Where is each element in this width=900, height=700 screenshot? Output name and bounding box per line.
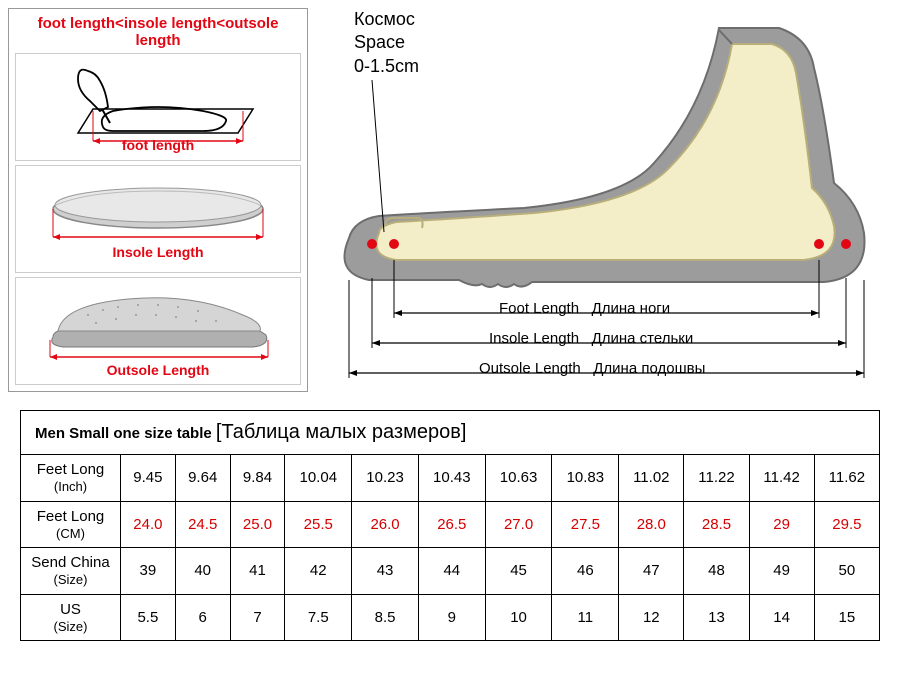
table-row: Feet Long(CM)24.024.525.025.526.026.527.… — [21, 501, 880, 548]
size-cell: 10.83 — [552, 455, 619, 502]
foot-length-panel: foot length — [15, 53, 301, 161]
insole-length-dim: Insole Length Длина стельки — [489, 330, 693, 347]
size-cell: 14 — [749, 594, 814, 641]
size-cell: 13 — [684, 594, 749, 641]
size-cell: 10.43 — [418, 455, 485, 502]
row-header: Send China(Size) — [21, 548, 121, 595]
insole-length-label: Insole Length — [113, 244, 204, 260]
size-cell: 43 — [352, 548, 419, 595]
space-ru: Космос — [354, 8, 419, 31]
size-cell: 45 — [485, 548, 552, 595]
table-row: Feet Long(Inch)9.459.649.8410.0410.2310.… — [21, 455, 880, 502]
size-cell: 46 — [552, 548, 619, 595]
size-cell: 39 — [121, 548, 176, 595]
table-title-main: Men Small one size table — [35, 425, 212, 442]
space-val: 0-1.5cm — [354, 55, 419, 78]
size-cell: 8.5 — [352, 594, 419, 641]
table-row: Send China(Size)394041424344454647484950 — [21, 548, 880, 595]
size-cell: 11.42 — [749, 455, 814, 502]
size-cell: 25.0 — [230, 501, 285, 548]
size-cell: 10.23 — [352, 455, 419, 502]
table-title-row: Men Small one size table [Таблица малых … — [21, 411, 880, 455]
foot-length-dim: Foot Length Длина ноги — [499, 300, 670, 317]
size-cell: 10.04 — [285, 455, 352, 502]
size-cell: 9.45 — [121, 455, 176, 502]
size-cell: 50 — [814, 548, 879, 595]
size-cell: 28.5 — [684, 501, 749, 548]
size-cell: 48 — [684, 548, 749, 595]
row-header: Feet Long(CM) — [21, 501, 121, 548]
size-cell: 28.0 — [619, 501, 684, 548]
size-cell: 5.5 — [121, 594, 176, 641]
size-cell: 6 — [175, 594, 230, 641]
size-cell: 9.64 — [175, 455, 230, 502]
size-cell: 9.84 — [230, 455, 285, 502]
row-header: Feet Long(Inch) — [21, 455, 121, 502]
size-table: Men Small one size table [Таблица малых … — [20, 410, 880, 641]
row-header: US(Size) — [21, 594, 121, 641]
size-cell: 29.5 — [814, 501, 879, 548]
size-cell: 10.63 — [485, 455, 552, 502]
top-section: foot length<insole length<outsole length… — [0, 0, 900, 400]
outsole-length-dim: Outsole Length Длина подошвы — [479, 360, 705, 377]
size-cell: 7 — [230, 594, 285, 641]
size-cell: 11.02 — [619, 455, 684, 502]
size-cell: 24.5 — [175, 501, 230, 548]
size-cell: 49 — [749, 548, 814, 595]
size-cell: 26.5 — [418, 501, 485, 548]
size-cell: 11 — [552, 594, 619, 641]
space-en: Space — [354, 31, 419, 54]
table-row: US(Size)5.5677.58.59101112131415 — [21, 594, 880, 641]
size-cell: 25.5 — [285, 501, 352, 548]
table-title-cell: Men Small one size table [Таблица малых … — [21, 411, 880, 455]
size-cell: 27.5 — [552, 501, 619, 548]
size-cell: 40 — [175, 548, 230, 595]
outsole-length-panel: Outsole Length — [15, 277, 301, 385]
formula-text: foot length<insole length<outsole length — [15, 15, 301, 49]
size-cell: 7.5 — [285, 594, 352, 641]
size-cell: 29 — [749, 501, 814, 548]
insole-length-panel: Insole Length — [15, 165, 301, 273]
shoe-icon — [28, 285, 288, 370]
space-label: Космос Space 0-1.5cm — [354, 8, 419, 78]
size-cell: 27.0 — [485, 501, 552, 548]
insole-icon — [28, 179, 288, 254]
size-cell: 9 — [418, 594, 485, 641]
size-cell: 24.0 — [121, 501, 176, 548]
size-cell: 41 — [230, 548, 285, 595]
size-cell: 10 — [485, 594, 552, 641]
size-cell: 47 — [619, 548, 684, 595]
size-cell: 12 — [619, 594, 684, 641]
cross-section-diagram: Космос Space 0-1.5cm — [324, 8, 892, 392]
table-title-sub: [Таблица малых размеров] — [216, 421, 467, 443]
size-cell: 42 — [285, 548, 352, 595]
size-cell: 11.62 — [814, 455, 879, 502]
foot-length-label: foot length — [122, 137, 194, 153]
outsole-length-label: Outsole Length — [107, 362, 210, 378]
size-cell: 15 — [814, 594, 879, 641]
size-cell: 44 — [418, 548, 485, 595]
size-cell: 11.22 — [684, 455, 749, 502]
left-legend-panel: foot length<insole length<outsole length… — [8, 8, 308, 392]
size-cell: 26.0 — [352, 501, 419, 548]
